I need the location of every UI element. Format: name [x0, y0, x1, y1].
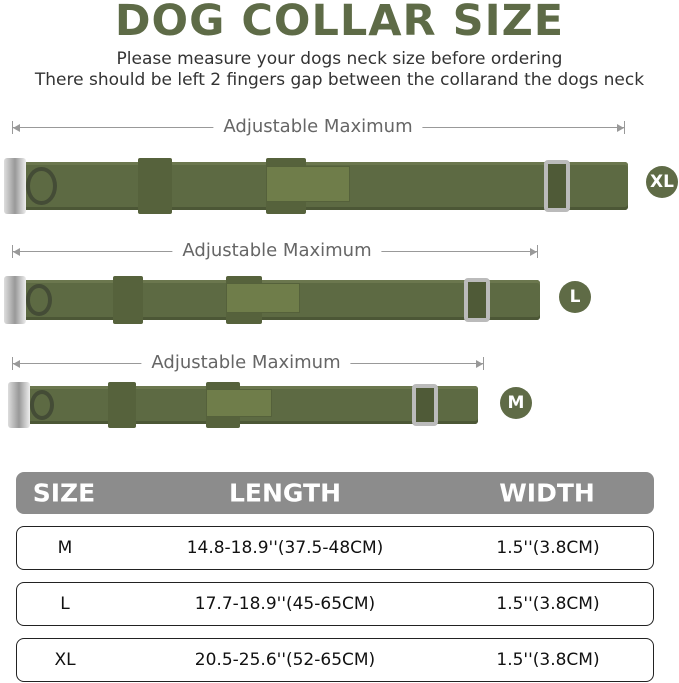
measure-arrow-l: Adjustable Maximum	[12, 240, 538, 261]
cell-length: 20.5-25.6''(52-65CM)	[194, 650, 376, 670]
cell-width: 1.5''(3.8CM)	[496, 650, 600, 670]
header-length: LENGTH	[229, 478, 341, 508]
table-row: M 14.8-18.9''(37.5-48CM) 1.5''(3.8CM)	[16, 526, 654, 570]
header-width: WIDTH	[499, 478, 595, 508]
collar-image-l	[4, 276, 540, 324]
cell-width: 1.5''(3.8CM)	[496, 594, 600, 614]
header-size: SIZE	[32, 478, 96, 508]
table-row: L 17.7-18.9''(45-65CM) 1.5''(3.8CM)	[16, 582, 654, 626]
cell-size: M	[57, 538, 73, 558]
size-badge-l: L	[559, 281, 591, 313]
measure-label: Adjustable Maximum	[141, 352, 351, 373]
measure-label: Adjustable Maximum	[172, 240, 382, 261]
subtitle-line-2: There should be left 2 fingers gap betwe…	[34, 70, 645, 90]
page-title: DOG COLLAR SIZE	[114, 0, 565, 46]
cell-size: XL	[54, 650, 76, 670]
table-row: XL 20.5-25.6''(52-65CM) 1.5''(3.8CM)	[16, 638, 654, 682]
measure-arrow-m: Adjustable Maximum	[12, 352, 484, 373]
cell-size: L	[60, 594, 70, 614]
cell-length: 14.8-18.9''(37.5-48CM)	[186, 538, 384, 558]
measure-label: Adjustable Maximum	[213, 116, 423, 137]
size-badge-m: M	[500, 387, 532, 419]
collar-image-m	[8, 382, 478, 428]
subtitle-line-1: Please measure your dogs neck size befor…	[116, 49, 563, 69]
measure-arrow-xl: Adjustable Maximum	[12, 116, 625, 137]
size-table-header: SIZE LENGTH WIDTH	[16, 472, 654, 514]
cell-length: 17.7-18.9''(45-65CM)	[194, 594, 376, 614]
size-badge-xl: XL	[646, 166, 678, 198]
collar-image-xl	[4, 158, 628, 214]
cell-width: 1.5''(3.8CM)	[496, 538, 600, 558]
